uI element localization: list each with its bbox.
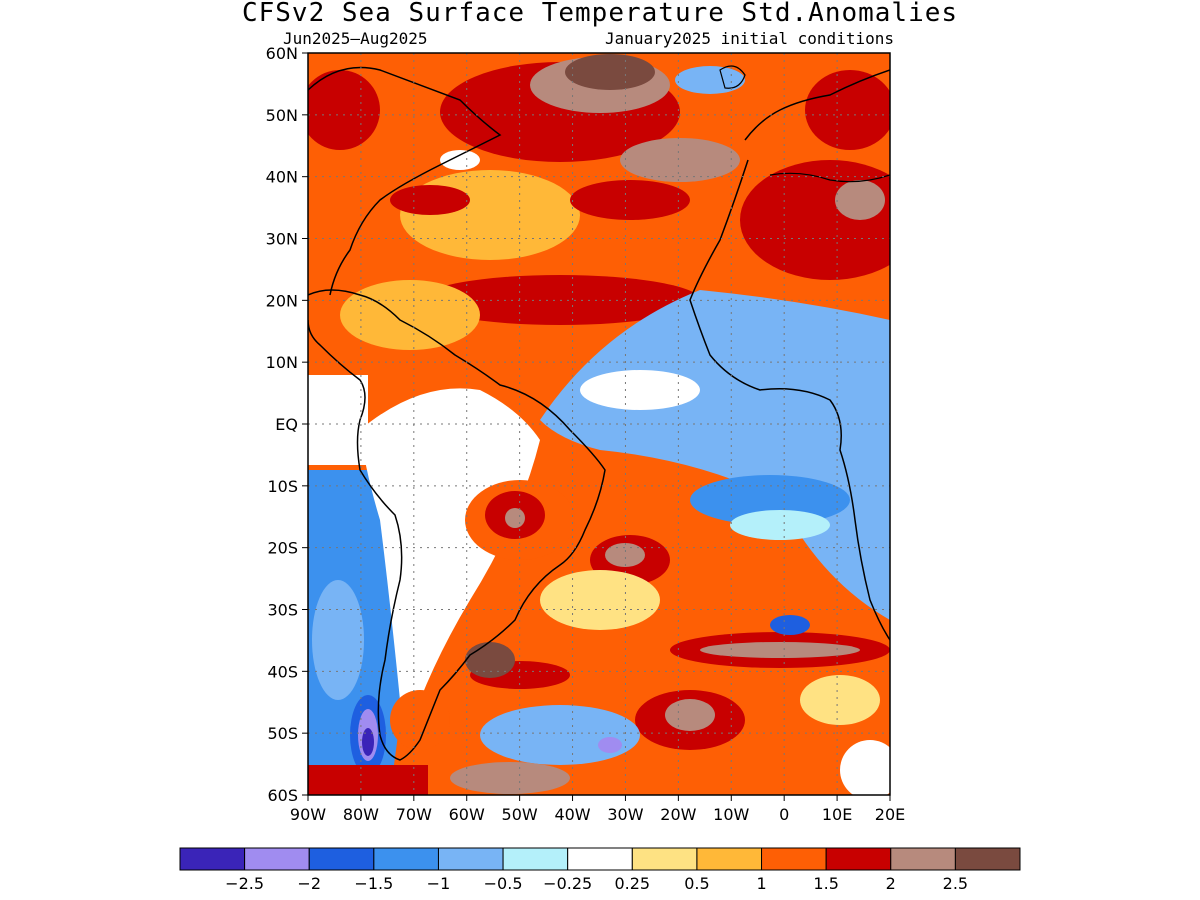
colorbar-swatch	[825, 847, 892, 871]
colorbar-swatch	[437, 847, 504, 871]
anomaly-patch	[675, 66, 745, 94]
lat-label: EQ	[275, 415, 298, 434]
british-isles-coastline	[719, 65, 746, 89]
colorbar-label: −2.5	[225, 874, 264, 893]
anomaly-patch	[450, 762, 570, 794]
map-gridlines	[308, 53, 890, 795]
colorbar	[179, 847, 1021, 871]
anomaly-patch	[700, 642, 860, 658]
colorbar-labels: −2.5 −2 −1.5 −1 −0.5 −0.25 0.25 0.5 1 1.5 2 2.5	[225, 874, 968, 893]
colorbar-label: 0.25	[614, 874, 650, 893]
anomaly-patch	[308, 70, 380, 150]
north-america-coastline	[308, 66, 502, 296]
colorbar-label: −2	[297, 874, 321, 893]
lat-label: 10N	[266, 353, 298, 372]
anomaly-patch	[440, 150, 480, 170]
anomaly-patch	[390, 185, 470, 215]
africa-coastline	[689, 159, 890, 641]
anomaly-patch	[400, 170, 580, 260]
lat-label: 10S	[267, 477, 298, 496]
lat-label: 40N	[266, 168, 298, 187]
colorbar-label: 2	[886, 874, 896, 893]
colorbar-swatch	[308, 847, 375, 871]
anomaly-patch	[800, 675, 880, 725]
anomaly-patch	[540, 570, 660, 630]
colorbar-label: 1.5	[813, 874, 838, 893]
lat-label: 20S	[267, 539, 298, 558]
anomaly-patch	[390, 690, 450, 750]
anomaly-patch	[598, 737, 622, 753]
anomaly-patch	[805, 70, 890, 150]
anomaly-patch	[665, 699, 715, 731]
anomaly-patch	[312, 580, 364, 700]
anomaly-patch	[565, 54, 655, 90]
lon-label: 10W	[713, 805, 749, 824]
anomaly-patch	[465, 642, 515, 678]
anomaly-patch	[605, 543, 645, 567]
colorbar-label: 0.5	[684, 874, 709, 893]
lat-label: 40S	[267, 662, 298, 681]
lat-label: 30N	[266, 230, 298, 249]
colorbar-swatch	[761, 847, 827, 871]
anomaly-patch	[480, 705, 640, 765]
lat-label: 20N	[266, 291, 298, 310]
anomaly-patch	[740, 160, 890, 280]
anomaly-patch	[620, 138, 740, 182]
colorbar-label: 1	[756, 874, 766, 893]
lon-label: 60W	[449, 805, 485, 824]
colorbar-swatch	[954, 847, 1021, 871]
lat-label: 50S	[267, 724, 298, 743]
anomaly-patch	[308, 765, 428, 795]
lon-label: 10E	[822, 805, 852, 824]
anomaly-patch	[840, 740, 890, 795]
anomaly-patch	[360, 388, 540, 700]
lon-label: 50W	[502, 805, 538, 824]
colorbar-label: −1	[427, 874, 451, 893]
lat-label: 50N	[266, 106, 298, 125]
lon-label: 40W	[554, 805, 590, 824]
lon-label: 20W	[660, 805, 696, 824]
colorbar-swatch	[567, 847, 633, 871]
colorbar-label: 2.5	[943, 874, 968, 893]
lat-label: 60N	[266, 44, 298, 63]
anomaly-patch	[505, 508, 525, 528]
anomaly-patch	[730, 510, 830, 540]
lat-label: 60S	[267, 786, 298, 805]
mediterranean-coastline	[769, 172, 890, 183]
lon-label: 80W	[343, 805, 379, 824]
anomaly-patch	[308, 375, 368, 465]
colorbar-swatch	[502, 847, 569, 871]
colorbar-swatch	[244, 847, 310, 871]
americas-coastline	[308, 289, 606, 761]
colorbar-swatch	[696, 847, 763, 871]
lat-label: 30S	[267, 601, 298, 620]
europe-coastline	[744, 69, 890, 141]
anomaly-patch	[690, 475, 850, 525]
anomaly-patch	[362, 728, 374, 756]
anomaly-patch	[835, 180, 885, 220]
chart-title: CFSv2 Sea Surface Temperature Std.Anomal…	[241, 0, 959, 28]
anomaly-map	[308, 53, 890, 795]
colorbar-label: −1.5	[354, 874, 393, 893]
anomaly-patch	[770, 615, 810, 635]
anomaly-patch	[570, 180, 690, 220]
anomaly-patch	[580, 370, 700, 410]
lon-label: 70W	[396, 805, 432, 824]
lon-label: 30W	[607, 805, 643, 824]
forecast-period: Jun2025–Aug2025	[283, 29, 428, 48]
anomaly-patch	[340, 280, 480, 350]
colorbar-swatch	[179, 847, 246, 871]
initial-conditions-label: January2025 initial conditions	[605, 29, 894, 48]
colorbar-swatch	[890, 847, 956, 871]
latitude-labels: 60N 50N 40N 30N 20N 10N EQ 10S 20S 30S 40S 50S 60S	[266, 44, 308, 805]
colorbar-label: −0.25	[543, 874, 592, 893]
lon-label: 90W	[290, 805, 326, 824]
colorbar-swatch	[373, 847, 439, 871]
lon-label: 0	[779, 805, 789, 824]
colorbar-label: −0.5	[484, 874, 523, 893]
longitude-labels: 90W 80W 70W 60W 50W 40W 30W 20W 10W 0 10E 20E	[290, 795, 905, 824]
lon-label: 20E	[875, 805, 905, 824]
colorbar-swatch	[631, 847, 698, 871]
